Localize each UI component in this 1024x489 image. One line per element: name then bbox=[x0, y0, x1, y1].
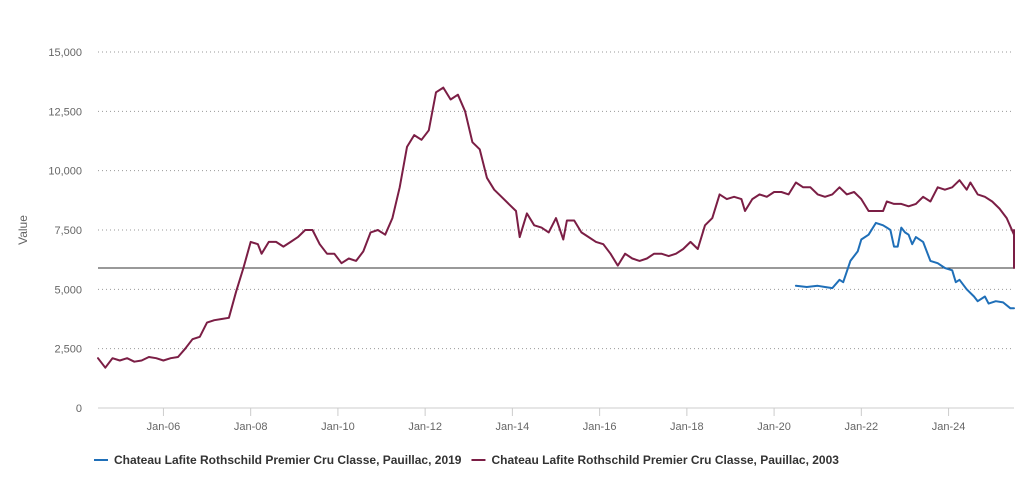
series-line[interactable] bbox=[97, 86, 1015, 369]
x-tick-label: Jan-14 bbox=[496, 421, 530, 433]
legend-item[interactable]: Chateau Lafite Rothschild Premier Cru Cl… bbox=[471, 453, 839, 467]
series-lines bbox=[97, 86, 1015, 369]
x-tick-label: Jan-16 bbox=[583, 421, 617, 433]
grid-lines bbox=[98, 51, 1014, 350]
x-tick-label: Jan-18 bbox=[670, 421, 704, 433]
x-tick-label: Jan-20 bbox=[757, 421, 791, 433]
x-tick-label: Jan-12 bbox=[408, 421, 442, 433]
x-tick-label: Jan-06 bbox=[147, 421, 181, 433]
legend: Chateau Lafite Rothschild Premier Cru Cl… bbox=[94, 453, 839, 467]
x-tick-label: Jan-24 bbox=[932, 421, 966, 433]
x-tick-label: Jan-08 bbox=[234, 421, 268, 433]
y-tick-label: 0 bbox=[76, 403, 82, 415]
x-axis-ticks: Jan-06 Jan-08 Jan-10 Jan-12 Jan-14 Jan-16 Jan-… bbox=[147, 408, 966, 433]
x-tick-label: Jan-22 bbox=[845, 421, 879, 433]
y-axis-title: Value bbox=[16, 215, 30, 245]
y-tick-label: 2,500 bbox=[54, 344, 82, 356]
y-tick-label: 10,000 bbox=[48, 166, 82, 178]
y-tick-label: 7,500 bbox=[54, 225, 82, 237]
y-axis-ticks: 0 2,500 5,000 7,500 10,000 12,500 15,000 bbox=[48, 47, 82, 415]
y-tick-label: 15,000 bbox=[48, 47, 82, 59]
y-tick-label: 12,500 bbox=[48, 106, 82, 118]
legend-label: Chateau Lafite Rothschild Premier Cru Cl… bbox=[491, 453, 839, 467]
y-tick-label: 5,000 bbox=[54, 284, 82, 296]
legend-item[interactable]: Chateau Lafite Rothschild Premier Cru Cl… bbox=[94, 453, 462, 467]
x-tick-label: Jan-10 bbox=[321, 421, 355, 433]
series-line[interactable] bbox=[794, 221, 1015, 310]
legend-label: Chateau Lafite Rothschild Premier Cru Cl… bbox=[114, 453, 462, 467]
